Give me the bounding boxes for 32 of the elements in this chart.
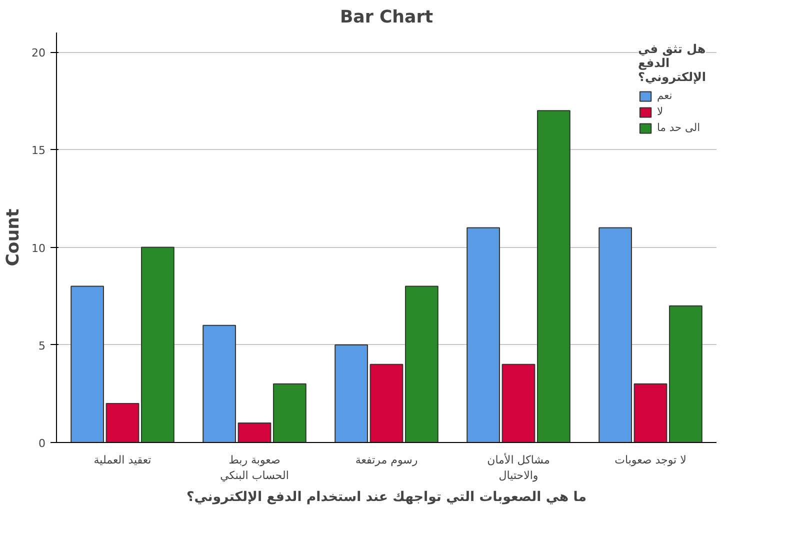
y-tick-label: 0 <box>38 437 46 450</box>
bar <box>238 422 272 442</box>
bar <box>202 324 236 442</box>
bar <box>466 227 500 442</box>
bar <box>273 383 306 442</box>
bar <box>634 383 668 442</box>
y-tick-label: 15 <box>32 144 46 158</box>
legend-title: هل تثق في الدفع الإلكتروني؟ <box>638 42 706 84</box>
y-tick-label: 10 <box>32 242 46 255</box>
y-tick-label: 20 <box>32 46 46 60</box>
bar <box>405 286 438 442</box>
x-tick-label: رسوم مرتفعة <box>355 454 418 466</box>
x-tick-label: مشاكل الأمان والاحتيال <box>487 452 550 482</box>
y-axis-title: Count <box>4 208 24 266</box>
bar <box>598 227 632 442</box>
y-tick-label: 5 <box>38 339 46 352</box>
x-tick-label: تعقيد العملية <box>94 454 152 466</box>
bar <box>370 364 404 442</box>
chart-title: Bar Chart <box>340 8 434 28</box>
bar <box>141 246 174 442</box>
bar <box>669 305 702 442</box>
bar <box>70 286 104 442</box>
legend-label: نعم <box>657 89 674 102</box>
bar <box>106 402 140 442</box>
x-axis-title: ما هي الصعوبات التي تواجهك عند استخدام الدفع الإلكتروني؟ <box>186 490 586 506</box>
x-tick-label: لا توجد صعوبات <box>614 454 686 466</box>
bar <box>502 364 536 442</box>
legend-label: الى حد ما <box>657 121 700 134</box>
bar <box>537 110 570 442</box>
x-tick-label: صعوبة ربط الحساب البنكي <box>220 454 289 482</box>
legend-label: لا <box>657 105 664 118</box>
bar <box>334 344 368 442</box>
